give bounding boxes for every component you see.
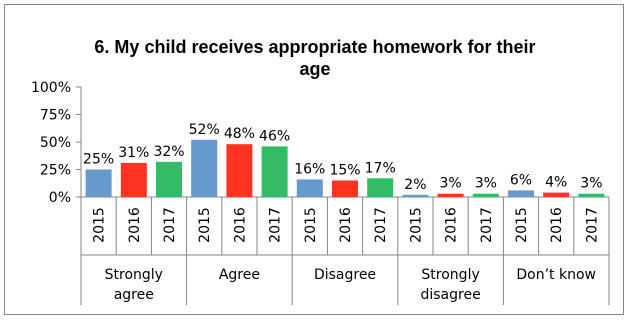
bar (578, 193, 605, 197)
y-tick-label: 50% (40, 135, 71, 151)
bar (156, 161, 182, 197)
bar (120, 162, 147, 197)
data-label: 6% (510, 172, 532, 188)
bar (367, 178, 394, 197)
x-tick-label: 2015 (408, 207, 424, 243)
bar (543, 192, 570, 197)
data-label: 52% (189, 122, 220, 138)
y-tick-label: 0% (49, 190, 71, 206)
x-tick-label: 2015 (514, 207, 530, 243)
y-tick-label: 100% (31, 80, 71, 96)
x-tick-label: 2017 (162, 207, 178, 243)
data-label: 3% (439, 176, 461, 192)
x-tick-label: 2016 (549, 207, 565, 243)
data-label: 48% (224, 126, 255, 142)
data-label: 32% (153, 144, 184, 160)
data-label: 25% (83, 152, 114, 168)
x-tick-label: 2017 (479, 207, 495, 243)
y-tick-label: 75% (40, 108, 71, 124)
x-tick-label: 2015 (197, 207, 213, 243)
x-tick-label: 2015 (303, 207, 319, 243)
category-label: Disagree (314, 267, 376, 283)
x-tick-label: 2017 (584, 207, 600, 243)
bar (508, 190, 534, 197)
bar (332, 180, 358, 197)
chart-frame: 6. My child receives appropriate homewor… (4, 4, 624, 315)
data-label: 17% (365, 160, 396, 176)
x-tick-label: 2017 (268, 207, 284, 243)
y-tick-label: 25% (40, 163, 71, 179)
x-tick-label: 2016 (444, 207, 460, 243)
bar (437, 193, 464, 197)
data-label: 2% (404, 177, 426, 193)
data-label: 46% (259, 128, 290, 144)
category-label: Strongly (105, 267, 163, 283)
category-label: disagree (420, 287, 480, 303)
plot-area: 0% 25% 50% 75% 100% 25% 2015 31% 2016 32% 2017 Stro… (31, 80, 610, 305)
chart-title-line-2: age (299, 59, 330, 79)
x-tick-label: 2017 (373, 207, 389, 243)
chart-title-line-1: 6. My child receives appropriate homewor… (94, 37, 535, 57)
data-label: 16% (294, 161, 325, 177)
data-label: 3% (580, 176, 602, 192)
category-label: Don’t know (516, 267, 596, 283)
x-tick-label: 2016 (127, 207, 143, 243)
data-label: 15% (329, 163, 360, 179)
bar (85, 169, 112, 197)
category-label: Strongly (421, 267, 479, 283)
bar (261, 146, 288, 197)
x-tick-label: 2016 (338, 207, 354, 243)
data-label: 31% (118, 145, 149, 161)
x-tick-label: 2016 (232, 207, 248, 243)
bar (226, 144, 253, 197)
bar (191, 139, 218, 197)
data-label: 3% (475, 176, 497, 192)
bar (296, 179, 323, 197)
bar (402, 194, 429, 197)
category-label: agree (114, 287, 154, 303)
category-label: Agree (219, 267, 260, 283)
data-label: 4% (545, 175, 567, 191)
bar (472, 193, 499, 197)
x-tick-label: 2015 (92, 207, 108, 243)
bar-chart: 6. My child receives appropriate homewor… (31, 37, 610, 305)
